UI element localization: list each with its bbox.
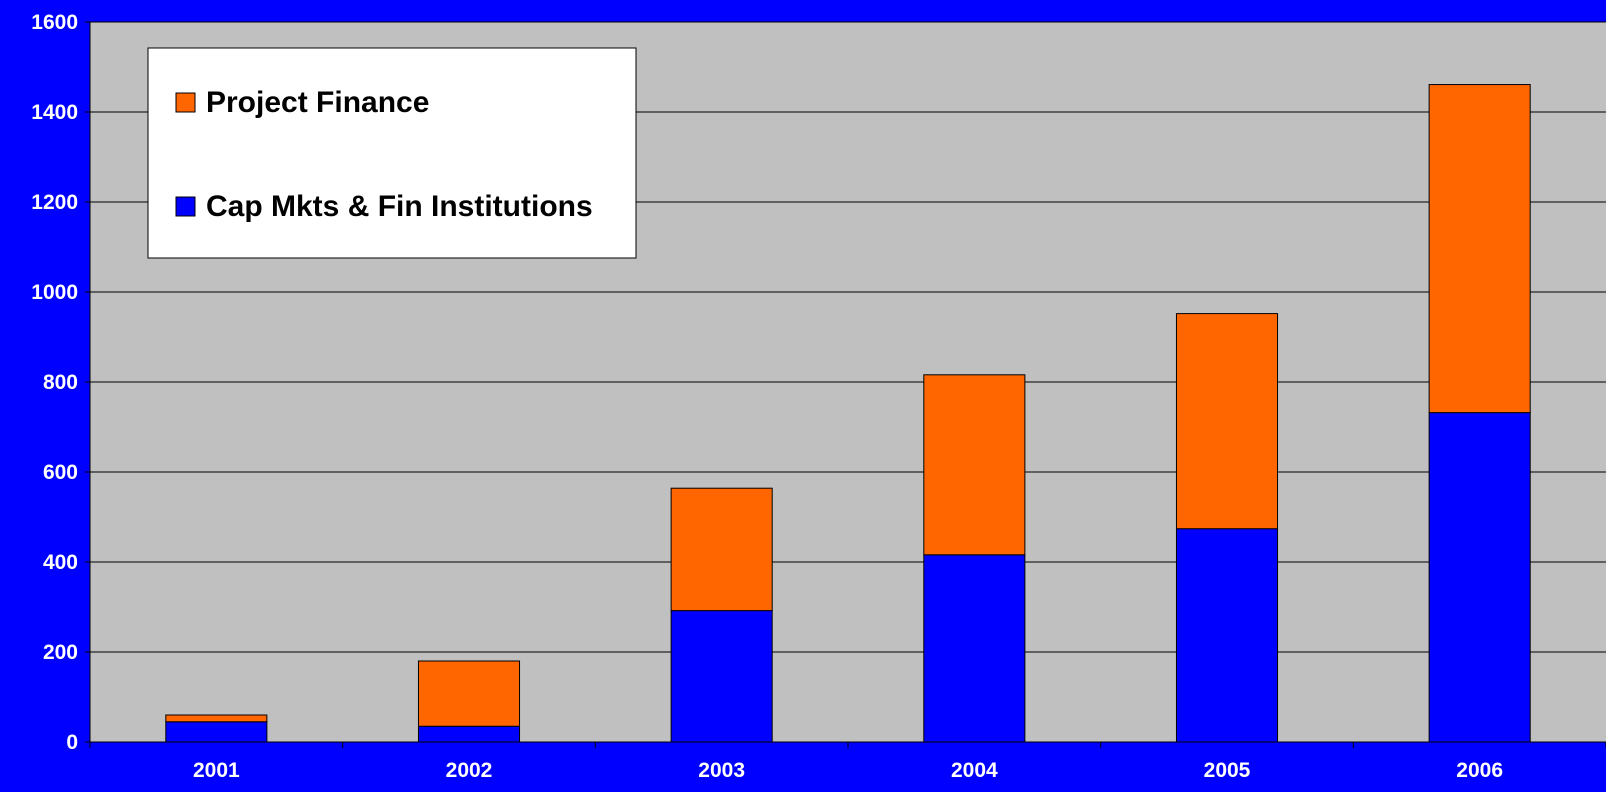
legend-box (147, 47, 637, 259)
bar-cap-mkts-2003 (670, 610, 773, 743)
y-tick-label: 400 (43, 551, 78, 574)
y-tick-label: 800 (43, 371, 78, 394)
y-tick-label: 1600 (31, 11, 78, 34)
legend: Project Finance Cap Mkts & Fin Instituti… (147, 47, 637, 259)
bar-project-finance-2005 (1175, 313, 1279, 530)
bar-cap-mkts-2005 (1175, 528, 1279, 743)
legend-label-project-finance: Project Finance (206, 86, 429, 119)
y-tick-label: 600 (43, 461, 78, 484)
y-axis: 0 200 400 600 800 1000 1200 1400 1600 (31, 11, 91, 754)
y-tick-label: 0 (66, 731, 78, 754)
bar-cap-mkts-2004 (923, 554, 1026, 743)
y-tick-label: 1200 (31, 191, 78, 214)
y-tick-label: 1000 (31, 281, 78, 304)
legend-swatch-cap-mkts (175, 196, 196, 217)
x-tick-label: 2006 (1456, 759, 1503, 782)
bars (165, 84, 1531, 743)
legend-swatch-project-finance (175, 92, 196, 113)
y-tick-label: 1400 (31, 101, 78, 124)
bar-project-finance-2003 (670, 487, 773, 612)
x-tick-label: 2001 (193, 759, 240, 782)
legend-label-cap-mkts: Cap Mkts & Fin Institutions (206, 190, 593, 223)
bar-project-finance-2001 (165, 714, 268, 723)
y-tick-label: 200 (43, 641, 78, 664)
x-tick-label: 2004 (951, 759, 998, 782)
x-axis: 2001 2002 2003 2004 2005 2006 (89, 741, 1606, 782)
bar-cap-mkts-2006 (1428, 412, 1531, 743)
bar-cap-mkts-2001 (165, 721, 268, 743)
bar-cap-mkts-2002 (417, 725, 521, 743)
bar-project-finance-2004 (923, 374, 1026, 556)
x-tick-label: 2003 (698, 759, 745, 782)
x-tick-label: 2005 (1204, 759, 1251, 782)
bar-project-finance-2002 (417, 660, 521, 727)
x-tick-label: 2002 (446, 759, 493, 782)
gridlines (90, 21, 1606, 653)
bar-project-finance-2006 (1428, 84, 1531, 414)
